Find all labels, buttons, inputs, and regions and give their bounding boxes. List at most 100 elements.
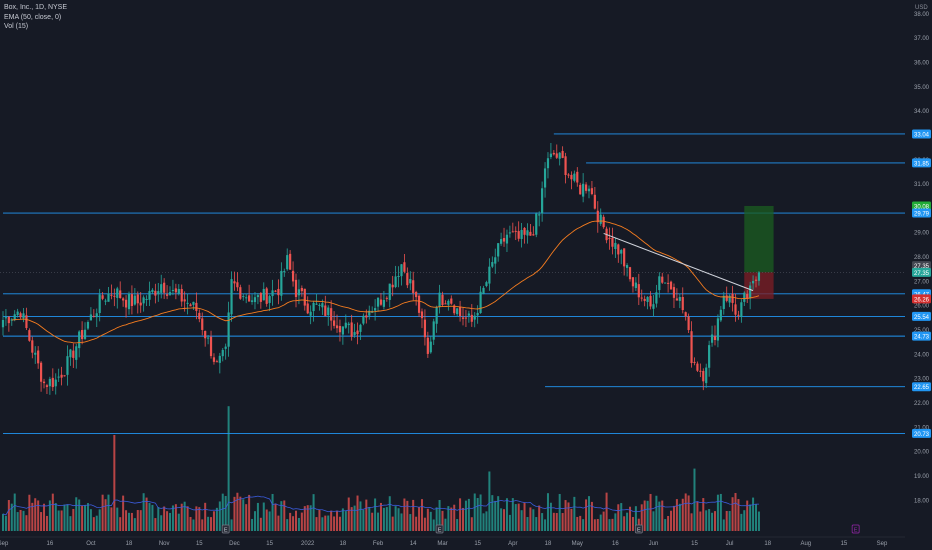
candle-body xyxy=(315,303,318,305)
candle-body xyxy=(678,297,681,301)
volume-bar xyxy=(582,519,585,531)
volume-bar xyxy=(10,503,13,531)
candle-body xyxy=(262,288,265,301)
volume-bar xyxy=(84,505,87,531)
candle-body xyxy=(113,295,116,297)
candle-body xyxy=(127,293,131,310)
x-tick-label: Oct xyxy=(86,541,96,547)
volume-bars xyxy=(2,406,760,531)
volume-bar xyxy=(215,507,218,531)
price-tag xyxy=(912,428,931,438)
volume-bar xyxy=(142,493,145,531)
candle-body xyxy=(652,304,655,309)
volume-ma-line xyxy=(2,495,759,516)
volume-bar xyxy=(183,501,186,531)
candle-body xyxy=(482,287,485,294)
volume-bar xyxy=(312,494,315,531)
volume-bar xyxy=(48,500,51,531)
volume-bar xyxy=(274,503,277,531)
candle-body xyxy=(634,282,637,289)
volume-bar xyxy=(596,518,599,531)
price-tag xyxy=(912,382,931,392)
candle-body xyxy=(409,278,412,284)
legend-volume[interactable]: Vol (15) xyxy=(4,23,29,30)
candle-body xyxy=(584,184,588,191)
candle-body xyxy=(291,270,295,282)
candle-body xyxy=(684,312,687,317)
volume-bar xyxy=(22,510,25,531)
volume-bar xyxy=(459,498,462,531)
candle-body xyxy=(458,306,462,316)
volume-bar xyxy=(588,496,590,531)
candle-body xyxy=(552,152,555,155)
candle-body xyxy=(92,315,95,317)
volume-bar xyxy=(623,516,626,531)
event-marker xyxy=(435,524,444,534)
candle-body xyxy=(133,295,136,305)
volume-bar xyxy=(377,512,380,531)
candle-body xyxy=(625,265,629,268)
volume-bar xyxy=(602,511,605,531)
candle-body xyxy=(7,316,10,324)
event-marker-glyph: E xyxy=(438,528,442,534)
candle-body xyxy=(740,302,743,318)
candle-body xyxy=(649,295,652,307)
candles xyxy=(1,142,761,395)
x-tick-label: 15 xyxy=(474,541,481,547)
candle-body xyxy=(163,282,166,293)
candle-body xyxy=(728,295,731,303)
volume-bar xyxy=(7,500,10,531)
volume-bar xyxy=(166,511,169,531)
candle-body xyxy=(297,289,301,296)
volume-bar xyxy=(391,516,394,531)
candle-body xyxy=(119,290,122,299)
candle-body xyxy=(523,227,526,235)
candle-body xyxy=(593,194,596,209)
volume-bar xyxy=(640,504,643,531)
volume-bar xyxy=(737,499,740,531)
volume-bar xyxy=(171,505,174,531)
volume-bar xyxy=(151,504,154,531)
volume-bar xyxy=(415,516,418,531)
candle-body xyxy=(221,349,224,357)
candle-body xyxy=(699,370,702,372)
candle-body xyxy=(289,253,292,270)
candle-body xyxy=(546,158,550,169)
y-tick-label: 22.00 xyxy=(914,401,930,407)
volume-bar xyxy=(113,435,116,531)
volume-bar xyxy=(403,498,406,531)
candle-body xyxy=(567,174,570,176)
volume-bar xyxy=(453,504,456,531)
price-tag-label: 27.35 xyxy=(914,271,930,277)
x-tick-label: 2022 xyxy=(301,541,315,547)
legend-ema[interactable]: EMA (50, close, 0) xyxy=(4,13,62,21)
candle-body xyxy=(417,295,421,313)
volume-bar xyxy=(116,507,119,531)
candle-body xyxy=(661,276,664,283)
candle-body xyxy=(500,239,503,244)
legend-symbol[interactable]: Box, Inc., 1D, NYSE xyxy=(4,4,68,11)
candle-body xyxy=(192,301,195,305)
volume-bar xyxy=(711,512,714,531)
candle-body xyxy=(628,267,632,280)
candle-body xyxy=(107,293,110,302)
candle-body xyxy=(101,295,104,299)
volume-bar xyxy=(341,508,344,531)
volume-bar xyxy=(333,516,336,531)
volume-bar xyxy=(693,468,696,531)
x-tick-label: 14 xyxy=(410,541,417,547)
volume-bar xyxy=(561,513,564,531)
candle-body xyxy=(655,292,658,304)
volume-bar xyxy=(245,504,248,531)
candle-body xyxy=(16,311,19,315)
volume-bar xyxy=(180,503,183,531)
volume-bar xyxy=(297,517,300,531)
volume-bar xyxy=(599,514,602,531)
volume-bar xyxy=(740,513,743,531)
candle-body xyxy=(640,297,643,299)
volume-bar xyxy=(497,496,500,531)
price-tag-label: 24.73 xyxy=(914,335,930,341)
candle-body xyxy=(508,232,511,234)
y-tick-label: 38.00 xyxy=(914,12,930,18)
